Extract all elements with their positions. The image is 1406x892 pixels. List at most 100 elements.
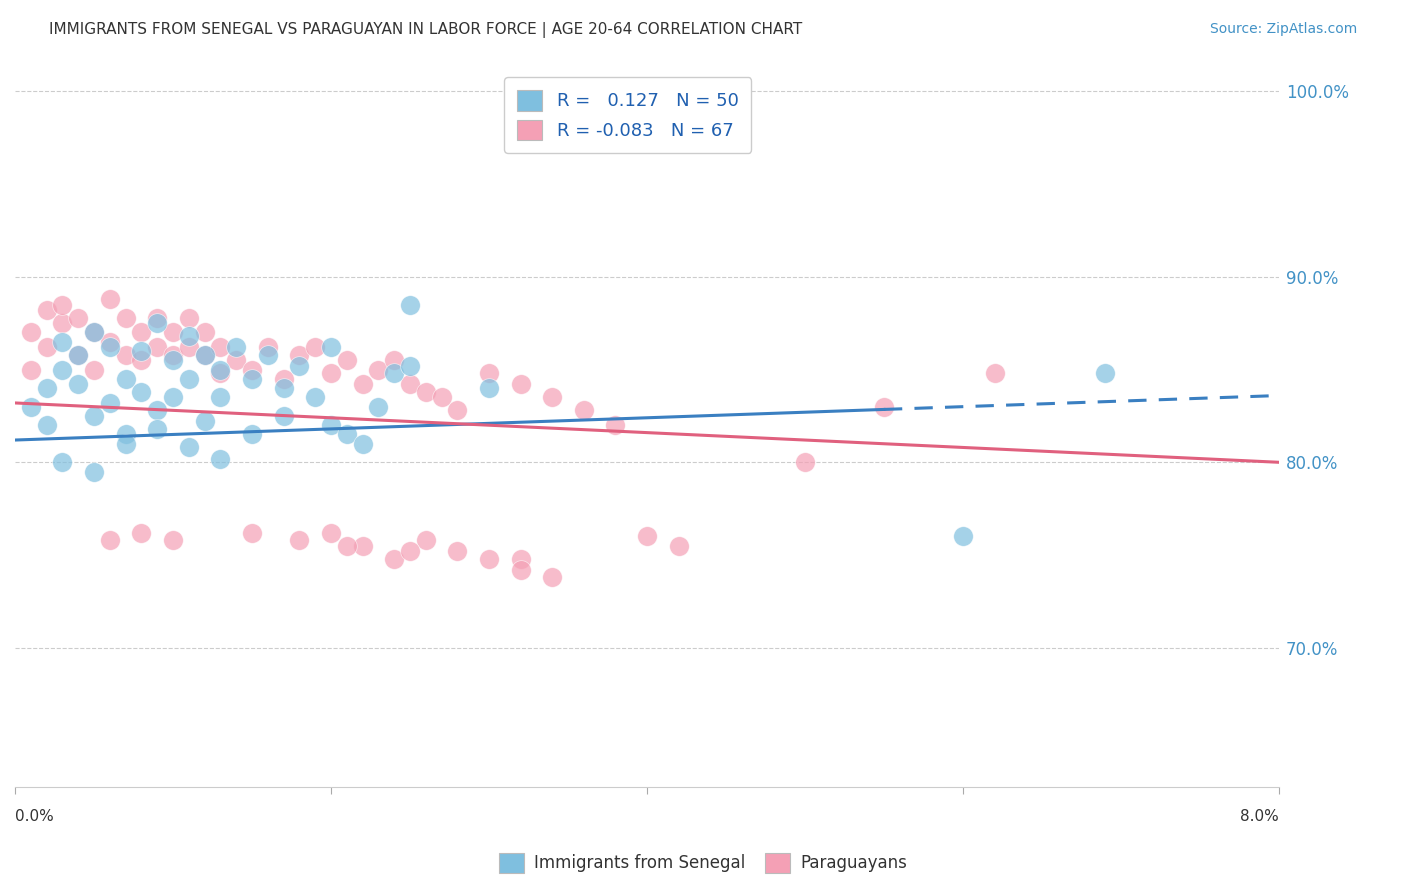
Point bbox=[319, 525, 342, 540]
Point bbox=[793, 455, 815, 469]
Point bbox=[304, 390, 326, 404]
Point bbox=[114, 310, 136, 325]
Point bbox=[83, 409, 105, 423]
Point bbox=[209, 451, 232, 466]
Point bbox=[146, 340, 169, 354]
Point bbox=[319, 418, 342, 433]
Point bbox=[399, 377, 422, 392]
Point bbox=[209, 390, 232, 404]
Legend: R =   0.127   N = 50, R = -0.083   N = 67: R = 0.127 N = 50, R = -0.083 N = 67 bbox=[505, 77, 751, 153]
Point bbox=[209, 362, 232, 376]
Point bbox=[240, 427, 263, 442]
Point bbox=[668, 539, 690, 553]
Point bbox=[541, 390, 564, 404]
Point bbox=[430, 390, 453, 404]
Point bbox=[177, 441, 200, 455]
Point bbox=[51, 334, 73, 349]
Point bbox=[273, 372, 295, 386]
Point bbox=[209, 366, 232, 380]
Text: 0.0%: 0.0% bbox=[15, 809, 53, 824]
Point bbox=[83, 326, 105, 340]
Point bbox=[131, 525, 153, 540]
Point bbox=[51, 455, 73, 469]
Point bbox=[319, 340, 342, 354]
Point bbox=[382, 551, 405, 566]
Point bbox=[478, 551, 501, 566]
Point bbox=[509, 563, 531, 577]
Text: 8.0%: 8.0% bbox=[1240, 809, 1279, 824]
Point bbox=[98, 292, 121, 306]
Point bbox=[20, 400, 42, 414]
Point bbox=[399, 359, 422, 373]
Point bbox=[319, 366, 342, 380]
Point bbox=[382, 366, 405, 380]
Point bbox=[194, 348, 217, 362]
Point bbox=[367, 400, 389, 414]
Point bbox=[605, 418, 627, 433]
Point bbox=[114, 436, 136, 450]
Point bbox=[20, 326, 42, 340]
Point bbox=[983, 366, 1005, 380]
Point bbox=[177, 329, 200, 343]
Point bbox=[146, 310, 169, 325]
Point bbox=[35, 303, 58, 318]
Point bbox=[51, 298, 73, 312]
Point bbox=[352, 539, 374, 553]
Point bbox=[288, 348, 311, 362]
Point bbox=[35, 381, 58, 395]
Point bbox=[415, 533, 437, 548]
Point bbox=[35, 340, 58, 354]
Point bbox=[399, 298, 422, 312]
Point bbox=[336, 539, 359, 553]
Point bbox=[256, 340, 278, 354]
Point bbox=[51, 316, 73, 330]
Point bbox=[382, 353, 405, 368]
Point bbox=[225, 340, 247, 354]
Point bbox=[399, 544, 422, 558]
Point bbox=[98, 334, 121, 349]
Point bbox=[367, 362, 389, 376]
Point bbox=[131, 326, 153, 340]
Point bbox=[146, 316, 169, 330]
Point bbox=[83, 326, 105, 340]
Point bbox=[194, 326, 217, 340]
Text: Source: ZipAtlas.com: Source: ZipAtlas.com bbox=[1209, 22, 1357, 37]
Point bbox=[131, 353, 153, 368]
Point bbox=[478, 366, 501, 380]
Point bbox=[114, 348, 136, 362]
Point bbox=[67, 348, 90, 362]
Point bbox=[446, 544, 468, 558]
Point bbox=[256, 348, 278, 362]
Point bbox=[478, 381, 501, 395]
Point bbox=[509, 377, 531, 392]
Point bbox=[51, 362, 73, 376]
Point bbox=[146, 403, 169, 417]
Point bbox=[162, 533, 184, 548]
Point bbox=[288, 533, 311, 548]
Point bbox=[162, 390, 184, 404]
Point bbox=[304, 340, 326, 354]
Point bbox=[873, 400, 896, 414]
Point bbox=[146, 422, 169, 436]
Point bbox=[162, 326, 184, 340]
Point bbox=[114, 427, 136, 442]
Point bbox=[352, 436, 374, 450]
Point bbox=[162, 348, 184, 362]
Point bbox=[240, 525, 263, 540]
Point bbox=[131, 344, 153, 359]
Point bbox=[67, 348, 90, 362]
Point bbox=[131, 384, 153, 399]
Point bbox=[20, 362, 42, 376]
Point bbox=[415, 384, 437, 399]
Point bbox=[67, 310, 90, 325]
Point bbox=[336, 427, 359, 442]
Point bbox=[67, 377, 90, 392]
Legend: Immigrants from Senegal, Paraguayans: Immigrants from Senegal, Paraguayans bbox=[492, 847, 914, 880]
Point bbox=[572, 403, 595, 417]
Point bbox=[194, 348, 217, 362]
Point bbox=[240, 372, 263, 386]
Point bbox=[98, 340, 121, 354]
Point bbox=[225, 353, 247, 368]
Point bbox=[509, 551, 531, 566]
Point bbox=[194, 415, 217, 429]
